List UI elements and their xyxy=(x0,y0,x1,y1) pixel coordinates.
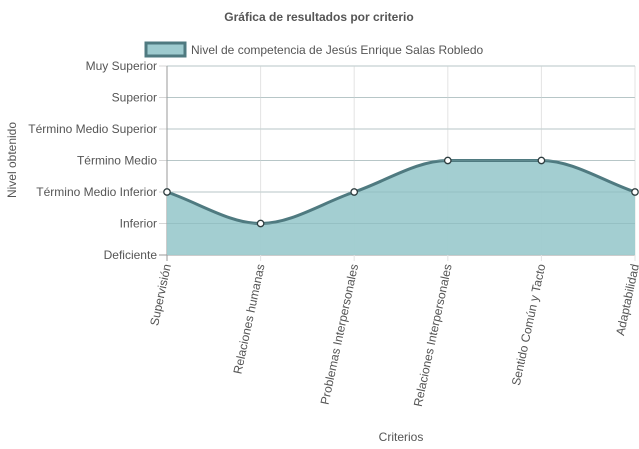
chart-title: Gráfica de resultados por criterio xyxy=(224,10,413,24)
y-tick-label: Muy Superior xyxy=(86,59,157,73)
y-axis-label: Nivel obtenido xyxy=(5,122,19,198)
y-tick-label: Término Medio xyxy=(77,154,157,168)
x-tick-label: Problemas Interpersonales xyxy=(318,263,362,406)
data-point[interactable] xyxy=(163,188,171,196)
x-tick-label: Sentido Común y Tacto xyxy=(509,262,549,386)
x-tick-label: Adaptabilidad xyxy=(613,263,639,337)
x-axis-ticks: Supervisión Relaciones humanas Problemas I… xyxy=(147,262,639,407)
legend-label: Nivel de competencia de Jesús Enrique Sa… xyxy=(191,43,483,57)
x-tick-label: Relaciones Interpersonales xyxy=(411,263,455,408)
y-axis-ticks: Deficiente Inferior Término Medio Inferior… xyxy=(28,59,157,262)
y-tick-label: Superior xyxy=(112,91,157,105)
x-tick-label: Supervisión xyxy=(147,263,174,327)
data-point[interactable] xyxy=(350,188,359,196)
x-tick-label: Relaciones humanas xyxy=(231,263,268,376)
series-area xyxy=(163,65,639,255)
legend-swatch xyxy=(144,41,187,58)
y-tick-label: Deficiente xyxy=(104,248,158,262)
data-point[interactable] xyxy=(443,156,452,165)
legend: Nivel de competencia de Jesús Enrique Sa… xyxy=(144,41,483,58)
y-tick-label: Inferior xyxy=(120,217,157,231)
data-point[interactable] xyxy=(256,219,265,228)
series-line xyxy=(166,158,636,226)
y-tick-label: Término Medio Inferior xyxy=(36,185,157,199)
series-area-fill xyxy=(167,160,635,255)
data-point[interactable] xyxy=(537,156,546,165)
data-point[interactable] xyxy=(631,188,639,196)
y-tick-label: Término Medio Superior xyxy=(28,122,157,136)
x-axis-label: Criterios xyxy=(379,430,424,444)
